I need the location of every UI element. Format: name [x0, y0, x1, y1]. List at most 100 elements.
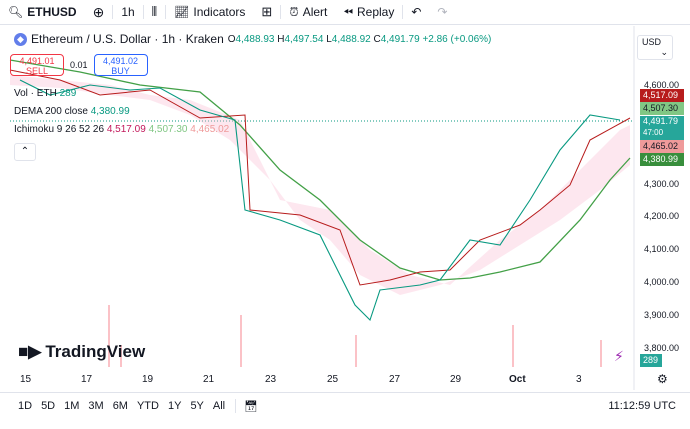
x-tick: 3 — [576, 374, 582, 385]
symbol-search-button[interactable]: 🔍︎ ETHUSD — [0, 0, 85, 24]
bar-countdown: 47:00 — [643, 128, 664, 137]
dema-value: 4,380.99 — [90, 106, 130, 117]
ichimoku-price-tag: 4,517.09 — [640, 89, 684, 102]
divider — [280, 5, 282, 19]
y-tick: 4,600.00 — [644, 80, 680, 90]
replay-button[interactable]: ⏪︎ Replay — [335, 0, 402, 24]
indicators-button[interactable]: 📈︎ Indicators — [166, 0, 253, 24]
volume-bars — [108, 305, 602, 367]
x-tick: 17 — [81, 374, 93, 385]
ichimoku-name: Ichimoku 9 26 52 26 — [14, 124, 105, 135]
open-label: O — [227, 33, 236, 45]
last-price: 4,491.79 — [643, 116, 679, 126]
chart-type-button[interactable]: ⫴ — [144, 0, 165, 24]
x-tick: 21 — [203, 374, 215, 385]
symbol-label: ETHUSD — [27, 5, 77, 19]
y-tick: 4,200.00 — [644, 211, 680, 221]
high-value: 4,497.54 — [284, 33, 324, 45]
symbol-title: Ethereum / U.S. Dollar · 1h · Kraken — [31, 32, 224, 46]
alert-button[interactable]: ⏰︎ Alert — [281, 0, 335, 24]
ichimoku-line — [9, 69, 631, 286]
range-1m[interactable]: 1M — [64, 400, 80, 412]
currency-label: USD — [642, 37, 662, 47]
dema-indicator[interactable]: DEMA 200 close 4,380.99 — [14, 106, 130, 117]
divider — [402, 5, 404, 19]
candles-icon: ⫴ — [151, 4, 158, 19]
ichimoku-indicator[interactable]: Ichimoku 9 26 52 26 4,517.09 4,507.30 4,… — [14, 124, 229, 135]
range-1y[interactable]: 1Y — [167, 400, 182, 412]
chart-legend: ◆ Ethereum / U.S. Dollar · 1h · Kraken O… — [14, 32, 491, 46]
divider — [112, 5, 114, 19]
date-range-icon[interactable]: 📅︎ — [244, 400, 259, 413]
redo-button[interactable]: ↷ — [429, 0, 455, 24]
currency-selector[interactable]: USD ⌄ — [637, 35, 673, 60]
undo-button[interactable]: ↶ — [403, 0, 429, 24]
low-value: 4,488.92 — [331, 33, 371, 45]
range-buttons: 1D 5D 1M 3M 6M YTD 1Y 5Y All — [0, 400, 225, 412]
ichimoku-price-tag: 4,465.02 — [640, 140, 684, 153]
buy-button[interactable]: 4,491.02 BUY — [93, 54, 148, 76]
volume-indicator[interactable]: Vol · ETH 289 — [14, 88, 76, 99]
x-tick: 15 — [20, 374, 32, 385]
last-price-tag: 4,491.79 47:00 — [640, 116, 684, 140]
top-toolbar: 🔍︎ ETHUSD ⊕ 1h ⫴ 📈︎ Indicators ⊞ ⏰︎ Aler… — [0, 0, 690, 25]
brand-name: TradingView — [45, 342, 146, 361]
trade-buttons: 4,491.01 SELL 0.01 4,491.02 BUY — [10, 54, 148, 76]
y-tick: 3,900.00 — [644, 310, 680, 320]
x-tick: 19 — [142, 374, 154, 385]
settings-icon[interactable]: ⚙︎ — [657, 372, 668, 386]
ichimoku-value-2: 4,507.30 — [148, 124, 188, 135]
interval-button[interactable]: 1h — [113, 0, 142, 24]
buy-price: 4,491.02 — [103, 56, 139, 66]
lightning-icon[interactable]: ⚡︎ — [614, 348, 624, 364]
chevron-up-icon: ⌃ — [20, 146, 30, 157]
divider — [142, 5, 144, 19]
y-tick: 4,300.00 — [644, 179, 680, 189]
dema-name: DEMA 200 close — [14, 106, 88, 117]
dema-line — [9, 59, 631, 281]
x-tick: 29 — [450, 374, 462, 385]
y-tick: 4,100.00 — [644, 244, 680, 254]
divider — [165, 5, 167, 19]
undo-icon: ↶ — [411, 5, 422, 19]
close-value: 4,491.79 — [380, 33, 420, 45]
plus-circle-icon: ⊕ — [92, 3, 105, 20]
buy-label: BUY — [111, 66, 130, 76]
x-tick: 23 — [265, 374, 277, 385]
change-value: +2.86 (+0.06%) — [422, 33, 492, 45]
range-3m[interactable]: 3M — [88, 400, 104, 412]
volume-name: Vol · ETH — [14, 88, 57, 99]
tradingview-logo: ■▶ TradingView — [18, 342, 145, 362]
x-tick: 27 — [389, 374, 401, 385]
grid-icon: ⊞ — [261, 4, 273, 19]
compare-button[interactable]: ⊕ — [85, 0, 113, 24]
range-ytd[interactable]: YTD — [136, 400, 159, 412]
y-tick: 4,000.00 — [644, 277, 680, 287]
range-all[interactable]: All — [212, 400, 226, 412]
price-chart[interactable] — [0, 26, 690, 390]
high-label: H — [277, 33, 285, 45]
divider — [235, 399, 237, 413]
layouts-button[interactable]: ⊞ — [253, 0, 280, 24]
range-6m[interactable]: 6M — [112, 400, 128, 412]
range-1d[interactable]: 1D — [18, 400, 33, 412]
redo-icon: ↷ — [437, 5, 448, 19]
interval-label: 1h — [121, 5, 135, 19]
clock-time[interactable]: 11:12:59 UTC — [608, 400, 676, 412]
volume-tag: 289 — [640, 354, 662, 367]
replay-label: Replay — [356, 5, 395, 19]
x-tick: 25 — [327, 374, 339, 385]
tradingview-logo-icon: ■▶ — [18, 342, 42, 361]
indicators-icon: 📈︎ — [174, 5, 190, 19]
range-5y[interactable]: 5Y — [190, 400, 204, 412]
sell-button[interactable]: 4,491.01 SELL — [10, 54, 64, 76]
volume-value: 289 — [59, 88, 77, 99]
ichimoku-price-tag: 4,507.30 — [640, 102, 684, 115]
alert-label: Alert — [302, 5, 328, 19]
range-5d[interactable]: 5D — [41, 400, 56, 412]
close-label: C — [373, 33, 381, 45]
chevron-down-icon: ⌄ — [660, 47, 668, 57]
collapse-legend-button[interactable]: ⌃ — [14, 143, 36, 161]
spread-value: 0.01 — [70, 60, 88, 70]
ethereum-icon: ◆ — [14, 32, 27, 46]
